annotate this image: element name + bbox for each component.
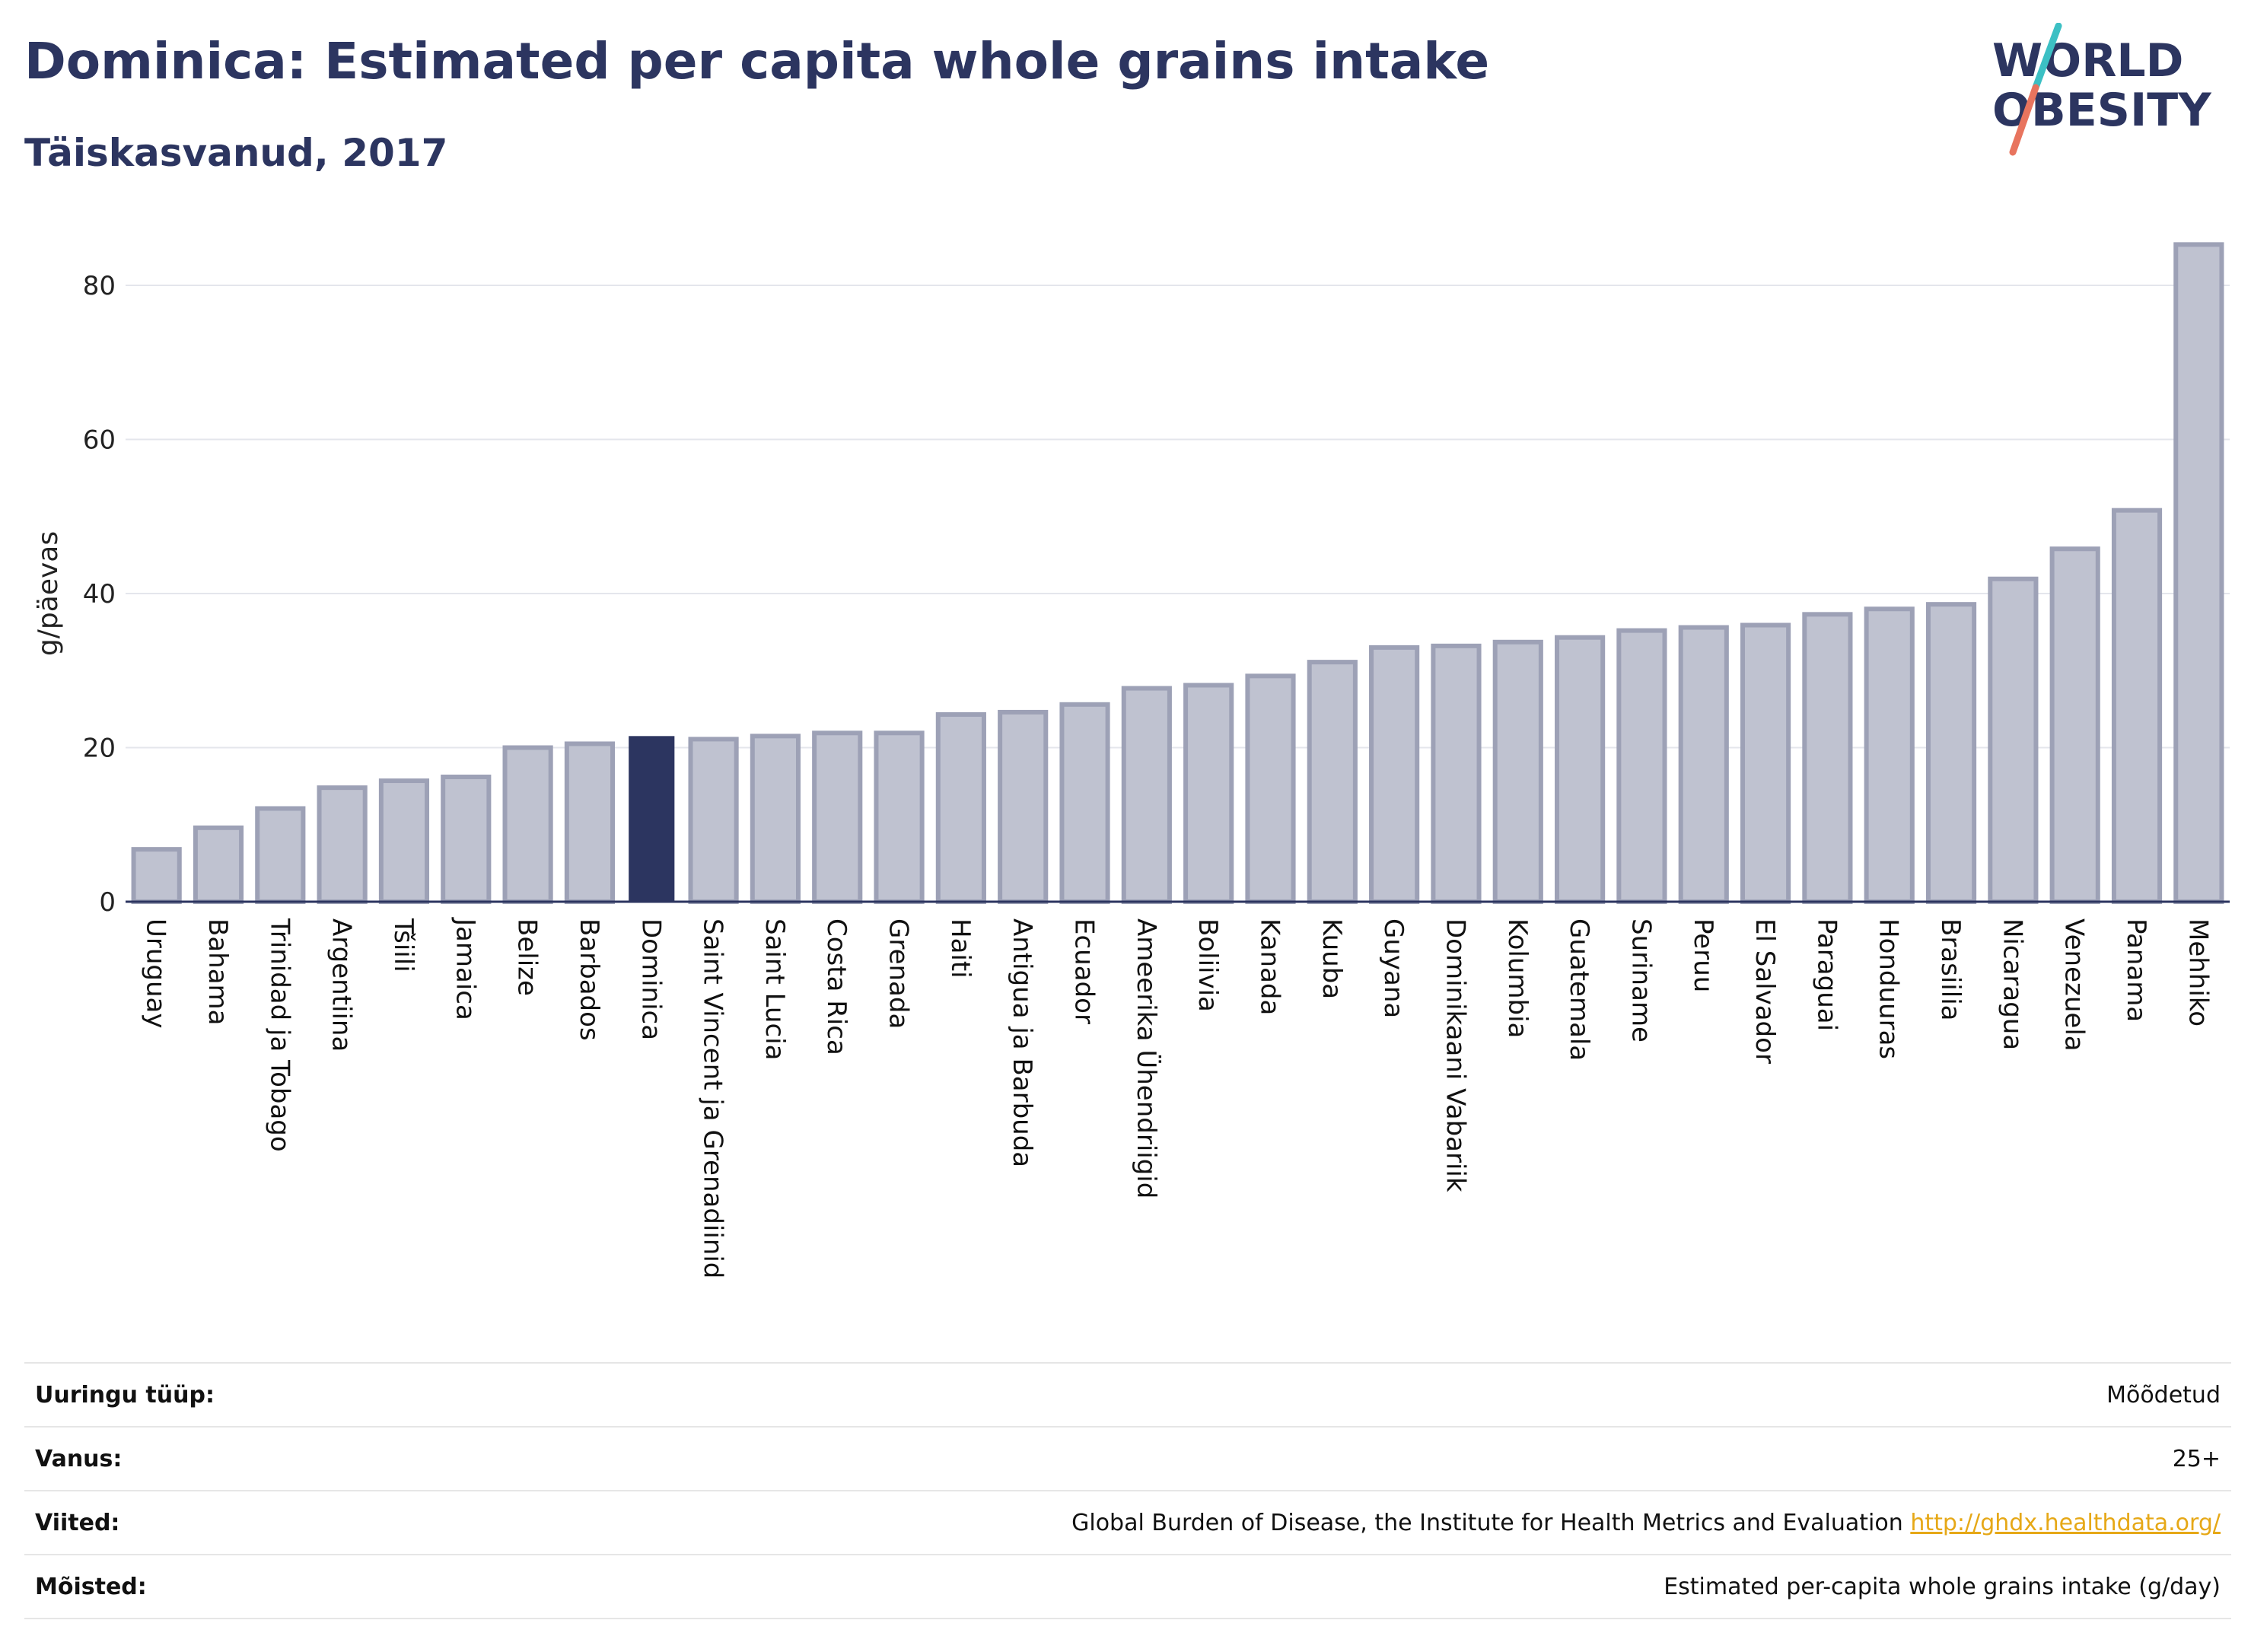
bar: [193, 825, 244, 905]
logo-slash-red: [2009, 84, 2039, 156]
x-tick-label: Ecuador: [1069, 918, 1100, 1024]
x-tick-label: Costa Rica: [821, 918, 852, 1055]
meta-row-survey-type: Uuringu tüüp: Mõõdetud: [24, 1362, 2231, 1426]
bar-chart: 0 20 40 60 80 g/päevas Uruguay Bahama Trinidad j…: [33, 242, 2230, 1278]
x-tick-label: Suriname: [1625, 918, 1656, 1042]
bar: [688, 737, 739, 904]
bar: [874, 731, 925, 905]
bar: [750, 734, 801, 904]
x-tick-label: Jamaica: [450, 917, 480, 1020]
x-tick-label: Antigua ja Barbuda: [1007, 918, 1037, 1167]
x-tick-label: Dominica: [635, 918, 666, 1040]
meta-value: Mõõdetud: [2106, 1381, 2221, 1408]
x-tick-label: Kuuba: [1317, 918, 1347, 999]
x-tick-label: El Salvador: [1750, 918, 1780, 1064]
bar: [378, 778, 430, 904]
x-tick-label: Haiti: [945, 918, 976, 979]
y-tick-label: 20: [83, 734, 116, 764]
meta-key: Viited:: [35, 1509, 120, 1536]
bar: [1307, 660, 1358, 904]
meta-key: Mõisted:: [35, 1573, 147, 1600]
meta-value: Estimated per-capita whole grains intake…: [1664, 1573, 2221, 1600]
x-tick-label: Panama: [2121, 918, 2151, 1022]
chart-subtitle: Täiskasvanud, 2017: [24, 131, 448, 175]
x-tick-label: Guatemala: [1564, 918, 1594, 1061]
x-tick-label: Honduuras: [1874, 918, 1904, 1059]
logo-line-1: WORLD: [1992, 34, 2183, 88]
bar: [2111, 508, 2163, 904]
bar: [1555, 635, 1606, 905]
bar: [1678, 625, 1729, 904]
metadata-table: Uuringu tüüp: Mõõdetud Vanus: 25+ Viited…: [24, 1362, 2231, 1619]
bar: [1059, 702, 1110, 904]
x-tick-label: Boliivia: [1192, 918, 1223, 1012]
bar: [1431, 643, 1482, 904]
bar: [1245, 673, 1296, 905]
bar: [935, 711, 986, 905]
y-tick-label: 60: [83, 425, 116, 456]
bar: [1492, 639, 1543, 904]
meta-value-wrapper: Global Burden of Disease, the Institute …: [1071, 1510, 2231, 1536]
bar: [1802, 612, 1853, 905]
x-tick-label: Bahama: [202, 918, 233, 1026]
x-tick-label: Trinidad ja Tobago: [264, 918, 295, 1152]
meta-row-references: Viited: Global Burden of Disease, the In…: [24, 1490, 2231, 1554]
meta-row-age: Vanus: 25+: [24, 1426, 2231, 1490]
x-tick-label: Ameerika Ühendriigid: [1131, 918, 1162, 1198]
logo-slash-teal: [2032, 23, 2062, 91]
x-tick-label: Peruu: [1688, 918, 1718, 992]
y-tick-label: 80: [83, 271, 116, 301]
world-obesity-logo: WORLD OBESITY: [1992, 23, 2212, 156]
x-tick-label: Saint Vincent ja Grenadiinid: [698, 918, 728, 1278]
bar: [1925, 602, 1977, 904]
chart-title: Dominica: Estimated per capita whole gra…: [24, 32, 1490, 91]
meta-key: Uuringu tüüp:: [35, 1381, 215, 1408]
x-tick-label: Tšiili: [388, 918, 419, 972]
bar: [812, 731, 863, 905]
x-tick-label: Grenada: [884, 918, 914, 1029]
bar: [998, 709, 1049, 904]
bar: [317, 785, 368, 905]
x-tick-label: Saint Lucia: [759, 918, 790, 1060]
meta-key: Vanus:: [35, 1445, 123, 1472]
bar: [1740, 622, 1791, 904]
bar: [502, 745, 553, 904]
bar: [1988, 576, 2039, 904]
x-tick-label: Guyana: [1378, 918, 1409, 1018]
bar: [629, 736, 675, 902]
x-tick-label: Kanada: [1254, 918, 1285, 1015]
x-tick-label: Mehhiko: [2183, 918, 2213, 1027]
bar: [2173, 242, 2224, 904]
y-tick-label: 0: [99, 887, 116, 918]
bar: [441, 774, 492, 904]
x-tick-label: Argentiina: [326, 918, 357, 1052]
meta-value: Global Burden of Disease, the Institute …: [1071, 1509, 1903, 1536]
meta-row-definitions: Mõisted: Estimated per-capita whole grai…: [24, 1554, 2231, 1619]
bar: [1369, 645, 1420, 904]
x-tick-label: Belize: [512, 918, 543, 996]
bar: [1183, 683, 1234, 904]
x-tick-label: Nicaragua: [1997, 918, 2027, 1050]
bar: [1121, 686, 1172, 904]
x-tick-label: Kolumbia: [1502, 918, 1533, 1038]
bar: [131, 847, 182, 905]
bar: [2049, 546, 2100, 905]
meta-value: 25+: [2172, 1445, 2221, 1472]
x-tick-label: Brasiilia: [1935, 918, 1966, 1020]
x-tick-label: Venezuela: [2059, 918, 2090, 1052]
x-tick-label: Barbados: [574, 918, 604, 1041]
y-axis-label: g/päevas: [33, 531, 64, 656]
x-tick-label: Dominikaani Vabariik: [1440, 918, 1470, 1192]
y-tick-label: 40: [83, 579, 116, 610]
bar: [564, 741, 616, 904]
x-tick-label: Uruguay: [141, 918, 171, 1029]
bar: [1864, 606, 1915, 904]
bar: [1616, 628, 1667, 904]
source-link[interactable]: http://ghdx.healthdata.org/: [1910, 1509, 2221, 1536]
x-tick-label: Paraguai: [1811, 918, 1842, 1031]
bar: [255, 806, 306, 905]
